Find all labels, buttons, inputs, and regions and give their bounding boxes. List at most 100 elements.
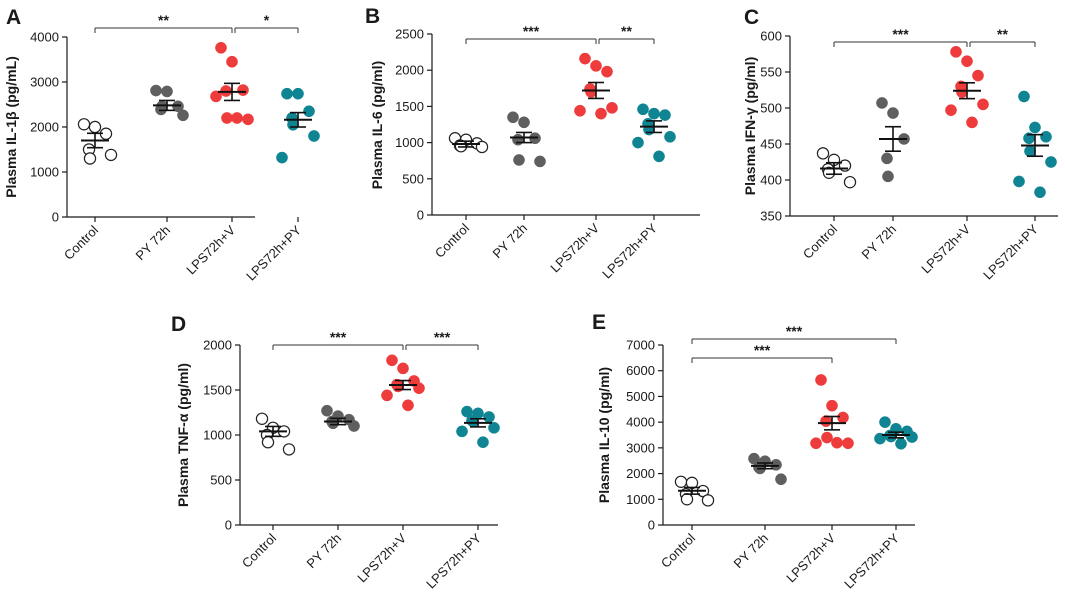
data-point (701, 494, 715, 507)
data-point (648, 107, 660, 120)
y-tick-label: 1000 (203, 428, 232, 443)
data-point (815, 374, 827, 386)
y-tick-label: 2000 (203, 338, 232, 353)
data-point (1034, 186, 1046, 199)
data-point (467, 415, 479, 428)
y-tick-label: 0 (417, 208, 424, 223)
data-point (961, 55, 973, 68)
significance-label: * (264, 12, 270, 28)
y-tick-label: 1000 (395, 135, 424, 150)
data-point (643, 123, 655, 136)
data-point (838, 159, 852, 172)
data-point (303, 105, 315, 118)
y-tick-label: 3000 (626, 440, 655, 455)
data-point (281, 87, 293, 100)
y-tick-label: 1500 (203, 383, 232, 398)
data-point (321, 404, 333, 417)
y-tick-label: 0 (648, 518, 655, 533)
significance-label: *** (892, 26, 909, 42)
y-axis-label: Plasma IFN-γ (pg/ml) (742, 57, 758, 195)
panel-E: E Plasma IL-10 (pg/ml) 0 1000 2000 3000 4000 50… (592, 311, 918, 591)
data-point (674, 475, 688, 488)
significance-label: *** (754, 342, 771, 358)
data-point (475, 140, 489, 154)
data-point (977, 98, 989, 111)
data-point (397, 362, 409, 375)
data-point (887, 107, 899, 119)
data-point (906, 431, 918, 443)
x-tick-label: PY 72h (731, 531, 772, 572)
y-tick-label: 1000 (626, 492, 655, 507)
data-point (1045, 156, 1057, 168)
y-tick-label: 500 (402, 171, 424, 186)
data-point (966, 116, 978, 129)
x-tick-label: LPS72h+PY (243, 222, 304, 283)
y-tick-label: 2000 (30, 120, 59, 135)
data-point (255, 412, 269, 425)
data-point (456, 425, 468, 438)
data-point (895, 437, 907, 450)
data-point (287, 118, 299, 131)
x-tick-label: Control (432, 220, 472, 260)
data-point (77, 118, 91, 131)
data-point (595, 107, 607, 120)
data-point (1029, 121, 1041, 134)
data-point (381, 389, 393, 402)
significance-label: *** (330, 329, 347, 345)
data-point (770, 458, 782, 471)
panel-letter: A (6, 6, 21, 29)
data-point (237, 84, 249, 96)
y-tick-label: 3000 (30, 75, 59, 90)
panel-D: D Plasma TNF-α (pg/ml) 0 500 1000 1500 2000 Con… (171, 313, 500, 591)
y-tick-label: 5000 (626, 389, 655, 404)
significance-label: ** (158, 12, 169, 28)
data-point (215, 41, 227, 54)
data-point (348, 420, 360, 432)
y-axis-label: Plasma IL-1β (pg/mL) (3, 56, 19, 198)
y-tick-label: 450 (760, 137, 782, 152)
x-tick-label: Control (658, 530, 698, 570)
panel-A: A Plasma IL-1β (pg/mL) 0 1000 2000 3000 4000 Co… (3, 6, 320, 283)
data-point (579, 52, 591, 65)
data-point (292, 87, 304, 100)
data-point (177, 109, 189, 122)
panel-letter: D (171, 313, 186, 336)
data-point (826, 399, 838, 412)
data-point (534, 155, 546, 168)
data-point (231, 112, 243, 124)
data-point (879, 416, 891, 428)
x-tick-label: LPS72h+V (918, 221, 973, 276)
panel-B: B Plasma IL-6 (pg/ml) 0 500 1000 1500 2000 2500… (365, 5, 700, 281)
data-point (842, 437, 854, 450)
x-tick-label: LPS72h+PY (599, 220, 660, 281)
data-point (956, 86, 968, 99)
data-point (831, 436, 843, 449)
data-point (775, 473, 787, 486)
data-point (950, 45, 962, 58)
y-tick-label: 550 (760, 65, 782, 80)
data-point (816, 147, 830, 160)
y-tick-label: 400 (760, 173, 782, 188)
data-point (518, 116, 530, 129)
x-tick-label: Control (239, 530, 279, 570)
significance-label: *** (523, 23, 540, 39)
significance-label: *** (786, 323, 803, 339)
x-tick-label: LPS72h+V (354, 530, 409, 585)
data-point (282, 443, 296, 456)
y-tick-label: 4000 (30, 30, 59, 45)
data-point (881, 152, 893, 165)
y-tick-label: 2000 (626, 466, 655, 481)
data-point (242, 113, 254, 126)
data-point (386, 354, 398, 367)
data-point (748, 452, 760, 465)
data-point (276, 151, 288, 164)
x-tick-label: PY 72h (133, 223, 174, 264)
data-point (308, 130, 320, 142)
y-tick-label: 1000 (30, 165, 59, 180)
y-tick-label: 500 (210, 473, 232, 488)
data-point (261, 436, 275, 449)
panel-letter: C (744, 6, 759, 29)
y-tick-label: 0 (52, 210, 59, 225)
x-tick-label: LPS72h+PY (980, 221, 1041, 282)
